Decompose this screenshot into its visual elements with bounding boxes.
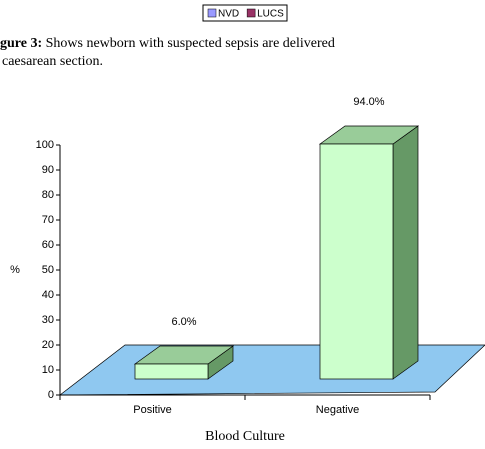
x-tick-label: Positive: [133, 404, 172, 416]
bar: [319, 143, 394, 380]
data-label: 94.0%: [353, 96, 384, 108]
data-label: 6.0%: [171, 316, 196, 328]
y-tick-label: 40: [42, 289, 54, 301]
y-tick-label: 70: [42, 214, 54, 226]
bar: [134, 363, 209, 380]
caption-line1: gure 3: Shows newborn with suspected sep…: [0, 36, 335, 51]
y-tick-label: 0: [48, 389, 54, 401]
legend-label: LUCS: [257, 9, 284, 20]
caption-line2: caesarean section.: [2, 54, 103, 69]
caption-text: Shows newborn with suspected sepsis are …: [46, 36, 335, 51]
y-tick-label: 30: [42, 314, 54, 326]
legend-swatch: [207, 8, 217, 18]
floor: [58, 344, 485, 396]
x-tick-label: Negative: [316, 404, 359, 416]
legend-box: [202, 4, 288, 22]
y-axis-label: %: [10, 264, 20, 276]
y-tick-label: 100: [36, 139, 54, 151]
y-tick-label: 90: [42, 164, 54, 176]
legend-label: NVD: [218, 9, 239, 20]
legend-swatch: [246, 8, 256, 18]
caption-label: gure 3:: [0, 36, 42, 51]
y-tick-label: 80: [42, 189, 54, 201]
y-tick-label: 50: [42, 264, 54, 276]
y-tick-label: 60: [42, 239, 54, 251]
x-axis-label: Blood Culture: [205, 429, 285, 444]
y-tick-label: 10: [42, 364, 54, 376]
bar-side: [392, 125, 419, 380]
y-tick-label: 20: [42, 339, 54, 351]
